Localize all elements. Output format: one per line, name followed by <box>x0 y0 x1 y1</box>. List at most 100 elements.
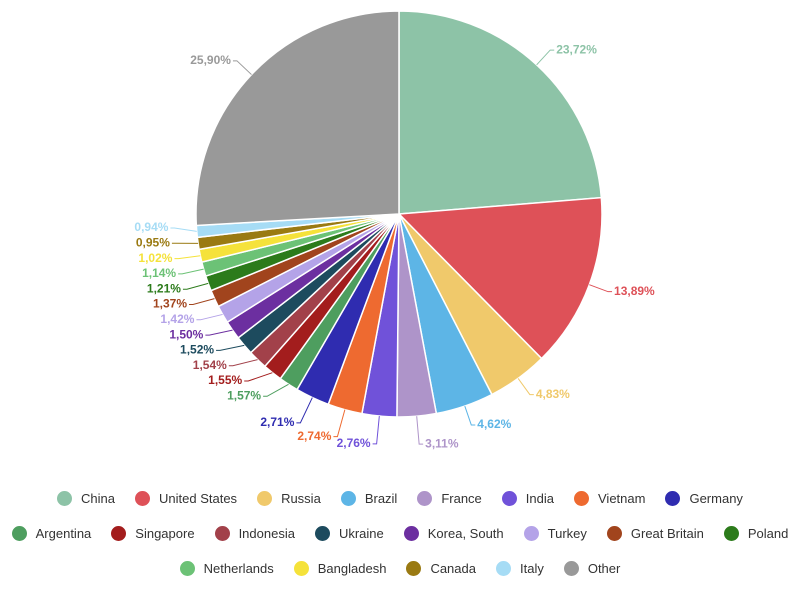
legend-item[interactable]: Other <box>563 560 621 577</box>
legend-label: Korea, South <box>427 526 504 541</box>
legend-label: Netherlands <box>203 561 274 576</box>
legend-label: United States <box>159 491 238 506</box>
leader-line <box>372 415 380 445</box>
legend-item[interactable]: Germany <box>665 490 743 507</box>
legend-item[interactable]: Brazil <box>340 490 398 507</box>
legend-item[interactable]: Singapore <box>111 525 195 542</box>
leader-line <box>536 49 555 66</box>
legend-item[interactable]: Poland <box>723 525 789 542</box>
data-label: 1,21% <box>147 281 181 295</box>
pie-slice <box>195 10 400 227</box>
legend-label: Vietnam <box>598 491 646 506</box>
legend-item[interactable]: China <box>57 490 115 507</box>
data-label: 1,02% <box>138 251 172 265</box>
data-label: 0,95% <box>136 235 170 249</box>
legend-label: Bangladesh <box>317 561 387 576</box>
legend-item[interactable]: Argentina <box>11 525 92 542</box>
legend-marker <box>57 491 73 506</box>
legend-marker <box>417 491 433 506</box>
legend-marker <box>403 526 419 541</box>
legend-item[interactable]: France <box>417 490 482 507</box>
data-label: 1,14% <box>142 266 176 280</box>
data-label: 1,37% <box>153 297 187 311</box>
legend-label: China <box>81 491 116 506</box>
legend-marker <box>214 526 230 541</box>
data-label: 0,94% <box>134 220 168 234</box>
legend-item[interactable]: Russia <box>257 490 321 507</box>
legend-marker <box>495 561 511 576</box>
leader-line <box>182 282 209 290</box>
leader-line <box>517 378 534 396</box>
leader-line <box>178 268 204 275</box>
legend-item[interactable]: Indonesia <box>214 525 295 542</box>
legend-marker <box>111 526 127 541</box>
leader-line <box>205 329 233 336</box>
legend-marker <box>11 526 27 541</box>
legend-label: Other <box>587 561 621 576</box>
leader-line <box>216 344 245 351</box>
leader-line <box>196 313 223 321</box>
legend-label: Turkey <box>547 526 587 541</box>
leader-line <box>464 405 476 426</box>
legend-marker <box>340 491 356 506</box>
data-label: 1,54% <box>193 358 227 372</box>
legend-label: France <box>441 491 482 506</box>
data-label: 1,55% <box>208 373 242 387</box>
legend-label: Italy <box>519 561 544 576</box>
leader-line <box>416 416 424 445</box>
legend-label: Great Britain <box>630 526 704 541</box>
legend-label: India <box>525 491 554 506</box>
data-label: 1,57% <box>227 388 261 402</box>
data-label: 23,72% <box>556 42 597 56</box>
legend: China United States Russia Brazil France Indi… <box>10 490 790 577</box>
data-label: 13,89% <box>614 284 655 298</box>
legend-item[interactable]: Bangladesh <box>293 560 387 577</box>
pie-area: 23,72% 13,89% 4,83% 4,62% 3,11% 2,76% 2,74%2,7… <box>134 10 655 450</box>
legend-item[interactable]: United States <box>135 490 237 507</box>
data-label: 1,42% <box>160 312 194 326</box>
leader-line <box>228 359 258 367</box>
legend-item[interactable]: Ukraine <box>314 525 384 542</box>
pie-slice <box>398 10 603 215</box>
leader-line <box>263 383 289 397</box>
legend-item[interactable]: Italy <box>495 560 544 577</box>
legend-label: Brazil <box>364 491 398 506</box>
legend-marker <box>574 491 589 506</box>
legend-item[interactable]: Vietnam <box>574 490 645 507</box>
legend-marker <box>606 526 622 541</box>
legend-item[interactable]: Netherlands <box>179 560 274 577</box>
legend-label: Germany <box>689 491 743 506</box>
data-label: 25,90% <box>190 53 231 67</box>
data-label: 1,52% <box>180 343 214 357</box>
legend-marker <box>723 526 739 541</box>
legend-marker <box>257 491 273 506</box>
leader-line <box>333 409 346 438</box>
legend-marker <box>665 491 681 506</box>
legend-item[interactable]: India <box>501 490 554 507</box>
leader-line <box>296 397 313 424</box>
data-label: 4,62% <box>477 417 511 431</box>
legend-item[interactable]: Turkey <box>523 525 587 542</box>
data-label: 1,50% <box>169 327 203 341</box>
legend-label: Argentina <box>35 526 92 541</box>
legend-label: Canada <box>430 561 476 576</box>
legend-marker <box>293 561 309 576</box>
legend-marker <box>314 526 330 541</box>
legend-marker <box>179 561 195 576</box>
legend-label: Singapore <box>135 526 195 541</box>
legend-label: Indonesia <box>238 526 295 541</box>
leader-line <box>244 372 273 382</box>
legend-item[interactable]: Great Britain <box>606 525 704 542</box>
data-label: 2,76% <box>337 436 371 450</box>
legend-item[interactable]: Canada <box>406 560 476 577</box>
legend-item[interactable]: Korea, South <box>403 525 504 542</box>
legend-label: Russia <box>281 491 321 506</box>
legend-marker <box>563 561 579 576</box>
data-label: 3,11% <box>425 436 459 450</box>
data-label: 4,83% <box>536 387 570 401</box>
pie-slice <box>397 196 603 360</box>
data-label: 2,74% <box>297 429 331 443</box>
leader-line <box>174 255 201 260</box>
legend-label: Poland <box>747 526 789 541</box>
